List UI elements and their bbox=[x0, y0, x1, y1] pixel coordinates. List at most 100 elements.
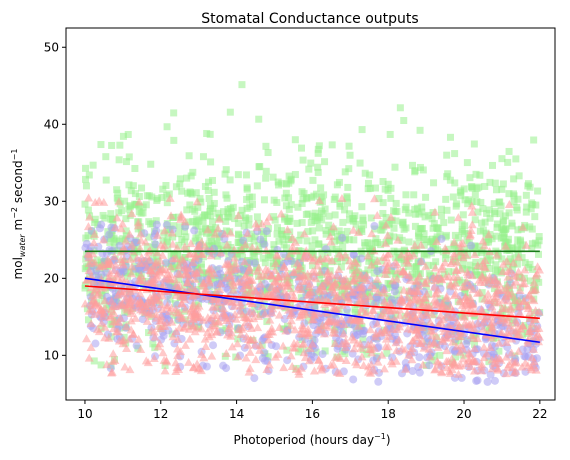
square-marker bbox=[170, 109, 178, 117]
square-marker bbox=[491, 179, 499, 187]
triangle-marker bbox=[512, 272, 522, 281]
triangle-marker bbox=[90, 197, 100, 206]
square-marker bbox=[471, 216, 479, 224]
triangle-marker bbox=[235, 306, 245, 315]
square-marker bbox=[375, 194, 383, 202]
y-axis-label-mid2: second bbox=[11, 160, 25, 207]
square-marker bbox=[318, 249, 326, 257]
triangle-marker bbox=[449, 313, 459, 322]
triangle-marker bbox=[353, 227, 363, 236]
triangle-marker bbox=[116, 313, 126, 322]
triangle-marker bbox=[401, 364, 411, 373]
triangle-marker bbox=[417, 316, 427, 325]
square-marker bbox=[245, 221, 253, 229]
square-marker bbox=[182, 233, 190, 241]
square-marker bbox=[82, 234, 90, 242]
square-marker bbox=[326, 267, 334, 275]
square-marker bbox=[472, 170, 480, 178]
square-marker bbox=[331, 211, 339, 219]
triangle-marker bbox=[357, 303, 367, 312]
square-marker bbox=[206, 130, 214, 138]
triangle-marker bbox=[330, 353, 340, 362]
triangle-marker bbox=[141, 237, 151, 246]
triangle-marker bbox=[330, 339, 340, 348]
square-marker bbox=[321, 158, 329, 166]
triangle-marker bbox=[356, 296, 366, 305]
triangle-marker bbox=[233, 211, 243, 220]
triangle-marker bbox=[412, 286, 422, 295]
triangle-marker bbox=[150, 332, 160, 341]
triangle-marker bbox=[126, 269, 136, 278]
square-marker bbox=[497, 202, 505, 210]
triangle-marker bbox=[235, 298, 245, 307]
triangle-marker bbox=[414, 281, 424, 290]
blue-fit-line bbox=[84, 277, 540, 344]
triangle-marker bbox=[308, 339, 318, 348]
square-marker bbox=[350, 236, 358, 244]
triangle-marker bbox=[91, 300, 101, 309]
triangle-marker bbox=[416, 301, 426, 310]
y-axis-ticks: 10 20 30 40 50 bbox=[44, 40, 66, 362]
square-marker bbox=[475, 243, 483, 251]
triangle-marker bbox=[456, 243, 466, 252]
square-marker bbox=[442, 255, 450, 263]
triangle-marker bbox=[202, 327, 212, 336]
square-marker bbox=[493, 232, 501, 240]
triangle-marker bbox=[506, 304, 516, 313]
triangle-marker bbox=[292, 246, 302, 255]
square-marker bbox=[106, 238, 114, 246]
triangle-marker bbox=[167, 228, 177, 237]
triangle-marker bbox=[221, 348, 231, 357]
chart-title: Stomatal Conductance outputs bbox=[201, 11, 418, 27]
square-marker bbox=[110, 234, 118, 242]
triangle-marker bbox=[286, 311, 296, 320]
square-marker bbox=[328, 245, 336, 253]
square-marker bbox=[356, 159, 364, 167]
square-marker bbox=[314, 149, 322, 157]
triangle-marker bbox=[231, 259, 241, 268]
triangle-marker bbox=[433, 358, 443, 367]
triangle-marker bbox=[487, 364, 497, 373]
square-marker bbox=[303, 194, 311, 202]
x-tick-label: 20 bbox=[456, 407, 471, 421]
triangle-marker bbox=[377, 350, 387, 359]
triangle-marker bbox=[251, 287, 261, 296]
triangle-marker bbox=[372, 274, 382, 283]
triangle-marker bbox=[181, 263, 191, 272]
triangle-marker bbox=[275, 323, 285, 332]
triangle-marker bbox=[316, 361, 326, 370]
scatter-points bbox=[80, 81, 545, 386]
triangle-marker bbox=[372, 319, 382, 328]
triangle-marker bbox=[339, 319, 349, 328]
square-marker bbox=[122, 158, 130, 166]
triangle-marker bbox=[469, 333, 479, 342]
square-marker bbox=[82, 175, 90, 183]
triangle-marker bbox=[249, 335, 259, 344]
circle-marker bbox=[425, 361, 434, 370]
triangle-marker bbox=[315, 286, 325, 295]
square-marker bbox=[325, 221, 333, 229]
square-marker bbox=[203, 211, 211, 219]
triangle-marker bbox=[151, 309, 161, 318]
triangle-marker bbox=[494, 338, 504, 347]
square-marker bbox=[387, 184, 395, 192]
triangle-marker bbox=[105, 312, 115, 321]
square-marker bbox=[82, 182, 90, 190]
circle-marker bbox=[262, 227, 271, 236]
square-marker bbox=[118, 207, 126, 215]
triangle-marker bbox=[442, 291, 452, 300]
square-marker bbox=[109, 215, 117, 223]
square-marker bbox=[176, 223, 184, 231]
square-marker bbox=[408, 161, 416, 169]
square-marker bbox=[458, 220, 466, 228]
triangle-marker bbox=[487, 322, 497, 331]
triangle-marker bbox=[187, 284, 197, 293]
triangle-marker bbox=[273, 272, 283, 281]
triangle-marker bbox=[212, 326, 222, 335]
square-marker bbox=[296, 254, 304, 262]
square-marker bbox=[240, 222, 248, 230]
circle-marker bbox=[472, 376, 481, 385]
square-marker bbox=[483, 209, 491, 217]
square-marker bbox=[298, 199, 306, 207]
triangle-marker bbox=[181, 304, 191, 313]
